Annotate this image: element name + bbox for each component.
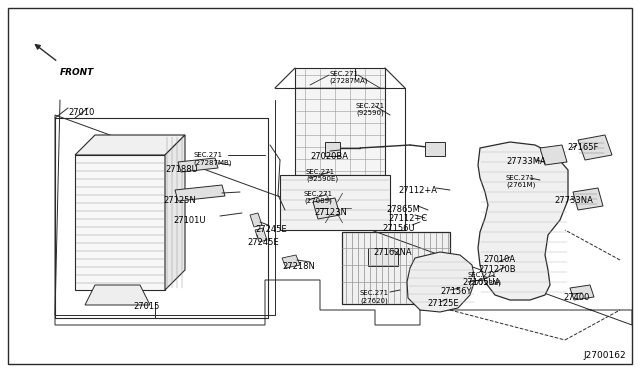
Polygon shape [425,142,445,156]
Text: FRONT: FRONT [60,68,94,77]
Polygon shape [313,198,340,219]
Text: SEC.271
(27723N): SEC.271 (27723N) [468,272,501,285]
Polygon shape [478,142,568,300]
Polygon shape [255,228,267,242]
Text: 27162NA: 27162NA [373,248,412,257]
Polygon shape [85,285,150,305]
Polygon shape [250,213,262,227]
Text: 27010A: 27010A [483,255,515,264]
Polygon shape [570,285,594,300]
Polygon shape [165,135,185,290]
Text: 27020BA: 27020BA [310,152,348,161]
Polygon shape [75,135,185,155]
Text: 27865M: 27865M [386,205,420,214]
Text: 27156Y: 27156Y [440,287,472,296]
Text: 27112+A: 27112+A [398,186,437,195]
Text: 27165F: 27165F [567,143,598,152]
Bar [85,225,153,265]
Text: SEC.271
(2761M): SEC.271 (2761M) [506,175,536,189]
Polygon shape [178,158,218,172]
Text: 27218N: 27218N [282,262,315,271]
Polygon shape [540,145,567,165]
Text: SEC.271
(27287MA): SEC.271 (27287MA) [329,71,367,84]
Text: 27165UA: 27165UA [462,278,500,287]
Text: 27101U: 27101U [173,216,205,225]
Text: 27245E: 27245E [255,225,287,234]
Circle shape [327,201,341,215]
Text: SEC.271
(27620): SEC.271 (27620) [360,290,389,304]
Text: 27112+C: 27112+C [388,214,427,223]
Polygon shape [325,142,340,156]
Text: 27400: 27400 [563,293,589,302]
Bar [368,248,398,266]
Text: 27156U: 27156U [382,224,415,233]
Polygon shape [175,185,225,201]
Text: SEC.271
(92590): SEC.271 (92590) [356,103,385,116]
Polygon shape [282,255,300,268]
Text: SEC.271
(27089): SEC.271 (27089) [304,191,333,205]
Text: SEC.271
(27287MB): SEC.271 (27287MB) [193,152,232,166]
Text: 27125N: 27125N [163,196,196,205]
Text: SEC.271
(92590E): SEC.271 (92590E) [306,169,338,183]
Text: 27188U: 27188U [165,165,198,174]
Text: 27010: 27010 [68,108,94,117]
Polygon shape [578,135,612,160]
Text: J2700162: J2700162 [584,351,626,360]
Polygon shape [75,155,165,290]
Text: 27125E: 27125E [427,299,459,308]
Text: 27123N: 27123N [314,208,347,217]
Text: 27015: 27015 [133,302,159,311]
Polygon shape [573,188,603,210]
Text: 271270B: 271270B [478,265,516,274]
Polygon shape [280,175,390,230]
Text: 27733MA: 27733MA [506,157,546,166]
Circle shape [316,190,352,226]
Text: 27245E: 27245E [247,238,278,247]
Bar [85,170,153,210]
Polygon shape [407,252,475,312]
Text: 27733NA: 27733NA [554,196,593,205]
Polygon shape [295,68,385,175]
Bar [342,232,450,304]
